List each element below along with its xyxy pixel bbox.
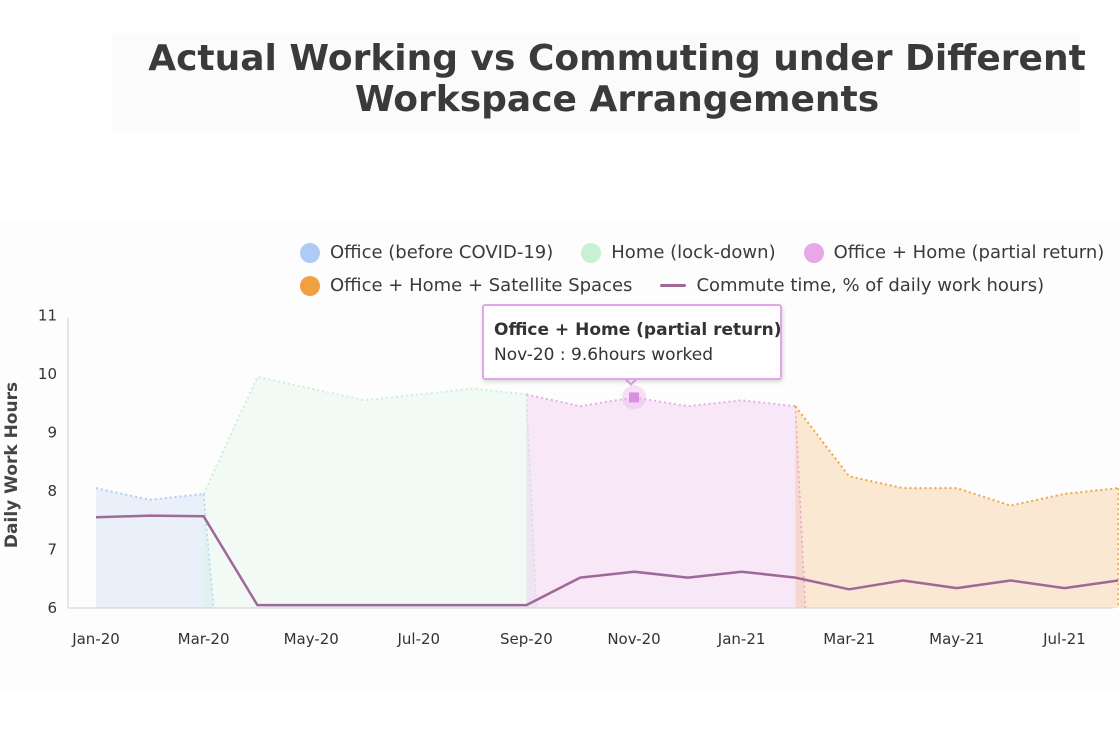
legend-swatch-icon (581, 242, 602, 263)
legend-swatch-icon (300, 242, 320, 263)
highlight-point (629, 392, 639, 403)
legend-item-satellite-spaces[interactable]: Office + Home + Satellite Spaces (300, 275, 632, 296)
area-edge-3 (794, 406, 807, 609)
legend-item-partial-return[interactable]: Office + Home (partial return) (803, 242, 1105, 263)
chart-title: Actual Working vs Commuting under Differ… (112, 38, 1120, 120)
x-tick-label: May-20 (284, 630, 339, 648)
legend-row-1: Office (before COVID-19) Home (lock-down… (300, 236, 1120, 269)
legend-item-home-lockdown[interactable]: Home (lock-down) (581, 242, 776, 263)
area-edge-1 (202, 493, 215, 609)
marker-layer (622, 385, 646, 410)
area-outline-3 (526, 393, 796, 408)
x-tick-label: Nov-20 (607, 630, 660, 648)
legend-label: Commute time, % of daily work hours) (696, 275, 1045, 296)
y-tick-label: 11 (38, 307, 57, 325)
tooltip-title: Office + Home (partial return) (494, 320, 782, 340)
area-2 (203, 376, 537, 608)
legend-label: Home (lock-down) (611, 242, 776, 263)
chart-title-line-2: Workspace Arrangements (354, 79, 880, 120)
legend-label: Office + Home + Satellite Spaces (330, 275, 633, 296)
area-4 (795, 406, 1119, 608)
x-tick-label: Jul-20 (396, 630, 440, 648)
legend-item-office-before-covid[interactable]: Office (before COVID-19) (300, 242, 553, 263)
axes-layer: 6 7 8 9 10 11 Jan-20 Mar-20 May-20 Jul-20 Sep-20 No… (2, 307, 1113, 648)
x-tick-label: May-21 (929, 630, 984, 648)
y-tick-label: 6 (47, 599, 57, 617)
legend-line-icon (660, 284, 687, 287)
legend-item-commute-time[interactable]: Commute time, % of daily work hours) (660, 275, 1044, 296)
x-tick-label: Jul-21 (1042, 630, 1086, 648)
tooltip-body: Nov-20 : 9.6hours worked (494, 345, 714, 365)
line-layer (95, 514, 1119, 607)
legend-label: Office (before COVID-19) (330, 242, 554, 263)
commute-line (95, 514, 1119, 607)
y-tick-label: 7 (47, 541, 57, 559)
legend-row-2: Office + Home + Satellite Spaces Commute… (300, 269, 1120, 302)
x-tick-label: Mar-21 (823, 630, 875, 648)
area-1 (96, 488, 214, 608)
area-3 (526, 394, 806, 608)
y-axis-label: Daily Work Hours (2, 382, 22, 548)
title-background (112, 33, 1080, 133)
tooltip: Office + Home (partial return) Nov-20 : … (482, 304, 782, 380)
chart-panel (0, 222, 1120, 692)
y-tick-label: 9 (47, 424, 57, 442)
area-edge-2 (525, 394, 538, 609)
legend-label: Office + Home (partial return) (833, 242, 1105, 263)
area-layer (95, 375, 1119, 609)
legend-swatch-icon (803, 242, 824, 263)
chart-title-line-1: Actual Working vs Commuting under Differ… (148, 38, 1086, 79)
y-tick-label: 10 (38, 365, 57, 383)
legend: Office (before COVID-19) Home (lock-down… (300, 236, 1120, 302)
area-outline-1 (95, 487, 204, 501)
x-tick-label: Jan-20 (71, 630, 120, 648)
y-tick-label: 8 (47, 482, 57, 500)
legend-swatch-icon (300, 275, 320, 296)
x-tick-label: Jan-21 (717, 630, 766, 648)
x-tick-label: Sep-20 (500, 630, 553, 648)
x-tick-label: Mar-20 (178, 630, 230, 648)
